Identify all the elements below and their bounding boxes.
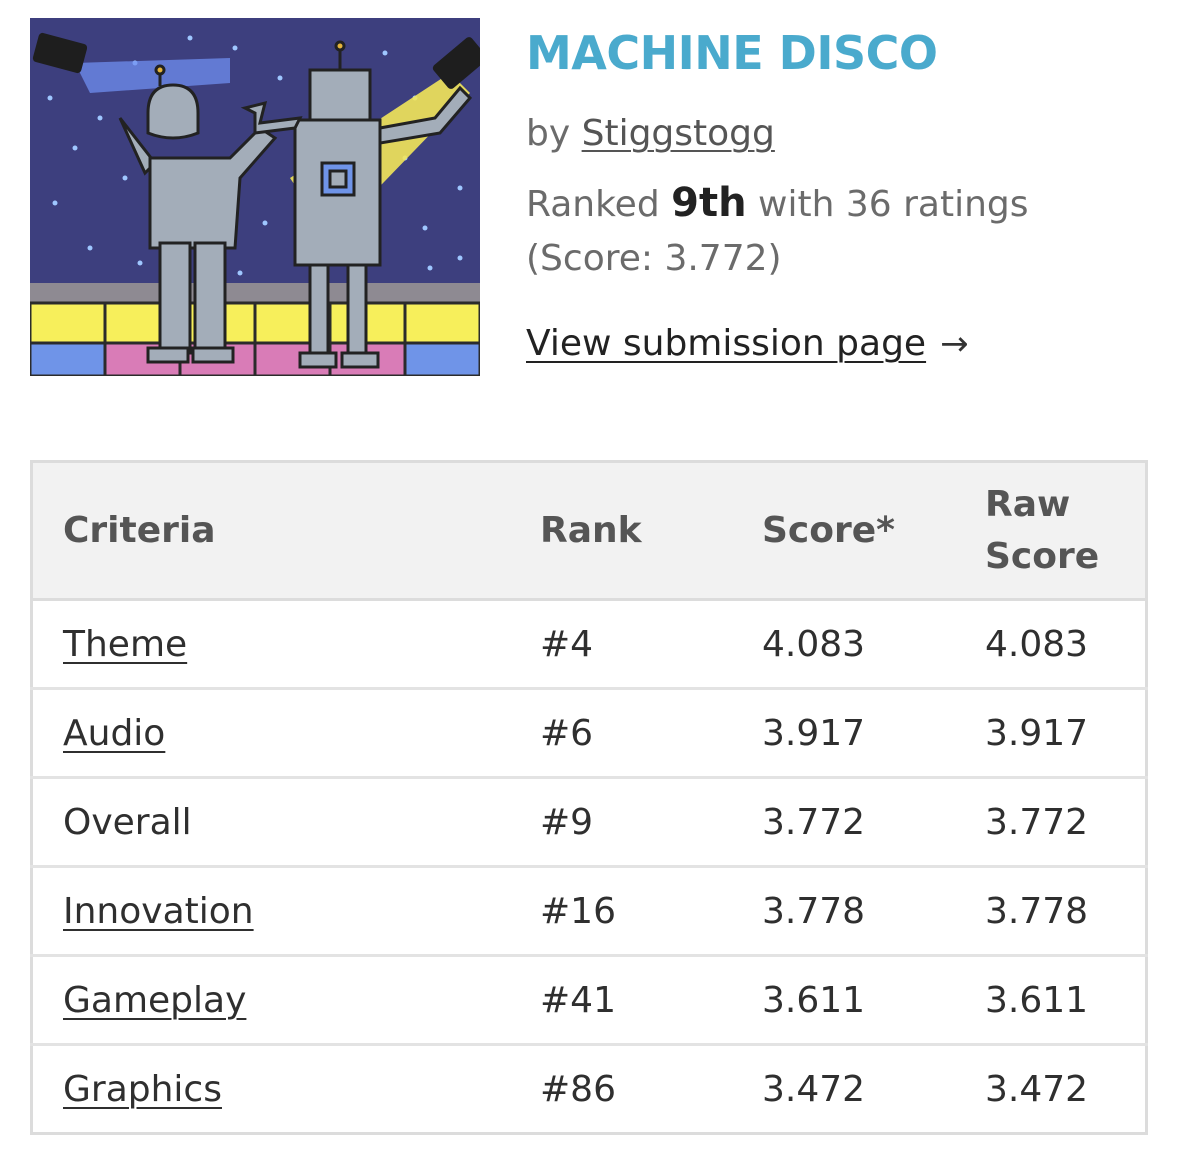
header-criteria: Criteria xyxy=(31,461,540,601)
header-rank: Rank xyxy=(540,461,762,601)
rank-cell: #86 xyxy=(540,1068,616,1110)
rank-cell: #6 xyxy=(540,688,762,779)
results-table: Criteria Rank Score* Raw Score Theme #4 … xyxy=(30,460,1148,1135)
table-row: Graphics #86 3.472 3.472 xyxy=(32,1045,1147,1134)
header-raw-line2: Score xyxy=(985,535,1100,577)
ratings-count: with 36 ratings xyxy=(758,184,1029,225)
header-score: Score* xyxy=(762,461,985,601)
criteria-link-innovation[interactable]: Innovation xyxy=(63,890,254,932)
table-row: Audio #6 3.917 3.917 xyxy=(31,688,1147,779)
criteria-link-theme[interactable]: Theme xyxy=(63,623,188,665)
game-info: MACHINE DISCO by Stiggstogg Ranked 9th w… xyxy=(526,22,1166,366)
raw-score-cell: 3.772 xyxy=(985,777,1147,868)
byline: by Stiggstogg xyxy=(526,112,1166,156)
game-title: MACHINE DISCO xyxy=(526,26,938,80)
rank-cell: #41 xyxy=(540,955,762,1046)
header-raw-line1: Raw xyxy=(985,483,1071,525)
score-cell: 3.611 xyxy=(762,955,985,1046)
score-cell: 3.917 xyxy=(762,688,985,779)
ranked-place: 9th xyxy=(671,180,747,226)
table-row: Gameplay #41 3.611 3.611 xyxy=(31,955,1147,1046)
score-cell: 3.778 xyxy=(762,866,985,957)
criteria-link-graphics[interactable]: Graphics xyxy=(63,1068,222,1110)
score-cell: 3.472 xyxy=(762,1068,866,1110)
raw-score-cell: 3.917 xyxy=(985,688,1147,779)
byline-prefix: by xyxy=(526,113,571,154)
table-row: Theme #4 4.083 4.083 xyxy=(31,599,1147,690)
ranked-prefix: Ranked xyxy=(526,184,660,225)
rank-cell: #9 xyxy=(540,777,762,868)
table-header-row: Criteria Rank Score* Raw Score xyxy=(31,461,1147,601)
game-cover-image[interactable] xyxy=(30,18,480,376)
raw-score-cell: 4.083 xyxy=(985,599,1147,690)
raw-score-cell: 3.611 xyxy=(985,955,1147,1046)
ranking-summary: Ranked 9th with 36 ratings (Score: 3.772… xyxy=(526,176,1166,286)
raw-score-cell: 3.472 xyxy=(985,1068,1089,1110)
table-row: Overall #9 3.772 3.772 xyxy=(31,777,1147,868)
overall-score: (Score: 3.772) xyxy=(526,238,782,279)
author-link[interactable]: Stiggstogg xyxy=(581,113,775,154)
table-row: Innovation #16 3.778 3.778 xyxy=(31,866,1147,957)
score-cell: 3.772 xyxy=(762,777,985,868)
raw-score-cell: 3.778 xyxy=(985,866,1147,957)
criteria-label-overall: Overall xyxy=(63,801,192,843)
view-submission-link[interactable]: View submission page xyxy=(526,323,927,364)
criteria-link-gameplay[interactable]: Gameplay xyxy=(63,979,247,1021)
rank-cell: #4 xyxy=(540,599,762,690)
rank-cell: #16 xyxy=(540,866,762,957)
score-cell: 4.083 xyxy=(762,599,985,690)
header-raw-score: Raw Score xyxy=(985,461,1147,601)
arrow-right-icon: → xyxy=(940,324,969,364)
criteria-link-audio[interactable]: Audio xyxy=(63,712,166,754)
